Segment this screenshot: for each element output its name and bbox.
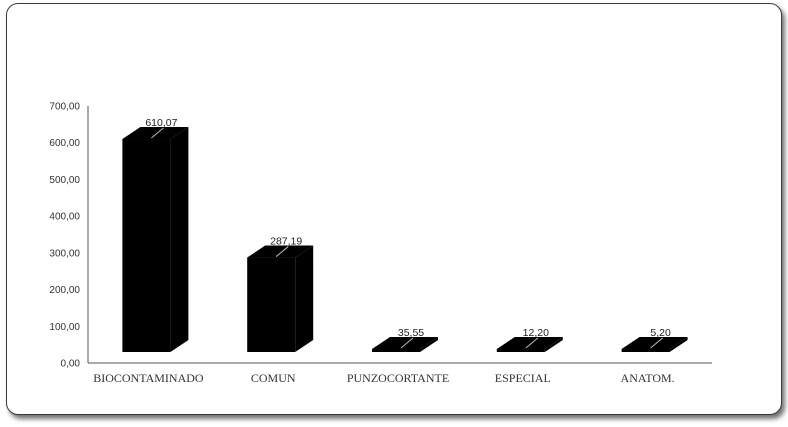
bar-top: [247, 245, 314, 258]
y-tick-label: 700,00: [49, 102, 80, 113]
bar-top: [122, 127, 189, 140]
bar-front: [122, 139, 171, 352]
bar-top: [621, 337, 688, 349]
y-tick-label: 300,00: [49, 248, 80, 259]
bar-top: [372, 337, 438, 349]
x-tick-label: PUNZOCORTANTE: [347, 371, 449, 385]
bar-side: [544, 337, 563, 352]
y-tick-label: 600,00: [49, 138, 80, 149]
data-label: 35,55: [398, 327, 424, 339]
data-label-leader: [650, 337, 663, 349]
bar-side: [420, 337, 438, 352]
bar-side: [295, 245, 314, 352]
x-tick-label: ESPECIAL: [495, 371, 551, 385]
bar-front: [496, 349, 545, 352]
data-label: 5,20: [650, 327, 671, 339]
bar-top: [496, 337, 563, 349]
chart-labels: 610,07 BIOCONTAMINADO 287,19 COMUN 35,55 PUNZ…: [93, 117, 674, 385]
y-tick-label: 0,00: [61, 359, 81, 370]
y-tick-label: 200,00: [49, 285, 80, 296]
chart-axes: 0,00 100,00 200,00 300,00 400,00 500,00 600,00…: [49, 102, 712, 370]
data-label: 12,20: [523, 327, 549, 339]
data-label: 287,19: [270, 236, 302, 248]
y-tick-label: 100,00: [49, 322, 80, 333]
x-tick-label: BIOCONTAMINADO: [93, 371, 204, 385]
x-tick-label: COMUN: [251, 371, 296, 385]
data-label: 610,07: [145, 117, 177, 129]
data-label-leader: [275, 246, 289, 257]
x-tick-label: ANATOM.: [621, 371, 675, 385]
chart-bars: [122, 127, 688, 353]
bar-side: [170, 127, 189, 353]
bar-side: [669, 337, 688, 352]
data-label-leader: [525, 337, 539, 349]
y-tick-label: 400,00: [49, 212, 80, 223]
data-label-leader: [151, 127, 164, 139]
bar-front: [247, 257, 296, 352]
bar-front: [621, 349, 670, 352]
data-label-leader: [400, 337, 414, 349]
bar-front: [372, 349, 420, 352]
y-tick-label: 500,00: [49, 175, 80, 186]
